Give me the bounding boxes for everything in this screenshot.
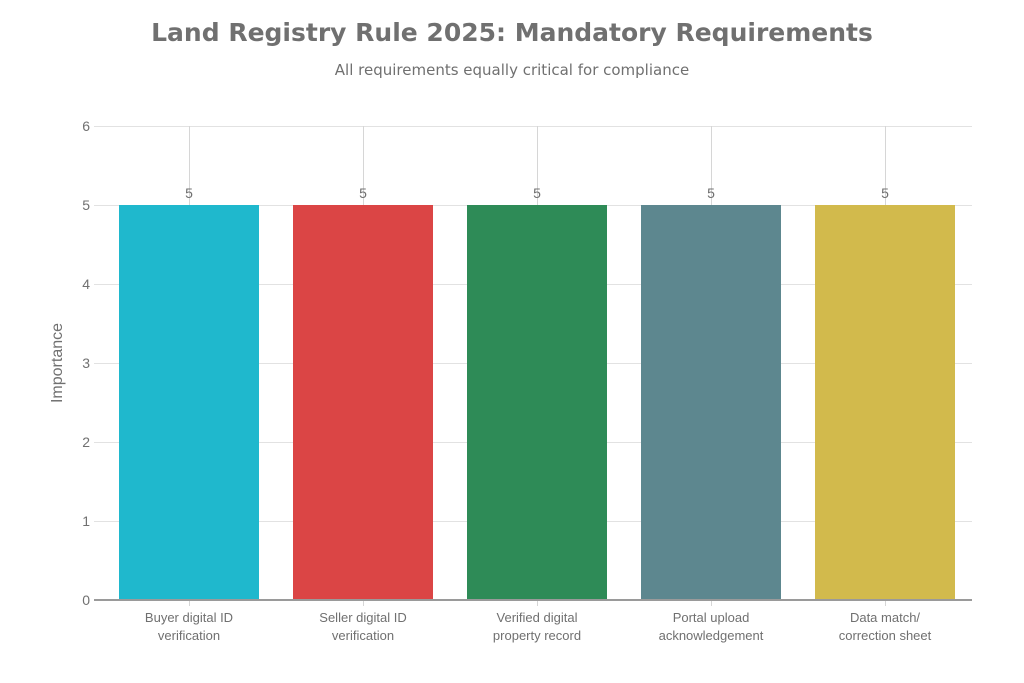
bar-value-label: 5	[881, 185, 889, 201]
x-tick-line: Portal upload	[672, 610, 750, 625]
bar-4[interactable]	[641, 205, 781, 600]
y-tick-label: 0	[82, 592, 90, 608]
x-tick-label: Verified digital property record	[452, 609, 622, 645]
y-gridline	[94, 126, 972, 127]
y-tick-label: 4	[82, 276, 90, 292]
bar-value-label: 5	[533, 185, 541, 201]
x-tick-line: acknowledgement	[658, 628, 764, 643]
x-tick-label: Portal upload acknowledgement	[626, 609, 796, 645]
x-tick-label: Data match/correction sheet	[800, 609, 970, 645]
x-tick-line: Seller digital ID	[319, 610, 407, 625]
x-tick-label: Buyer digital ID verification	[104, 609, 274, 645]
bar-5[interactable]	[815, 205, 955, 600]
bar-value-label: 5	[707, 185, 715, 201]
x-tick-line: property record	[492, 628, 582, 643]
y-tick-label: 3	[82, 355, 90, 371]
y-tick-label: 5	[82, 197, 90, 213]
bar-3[interactable]	[467, 205, 607, 600]
chart-title: Land Registry Rule 2025: Mandatory Requi…	[151, 18, 873, 47]
x-tick-line: correction sheet	[838, 628, 932, 643]
x-tick-line: Verified digital	[496, 610, 578, 625]
y-tick-label: 1	[82, 513, 90, 529]
y-tick-label: 2	[82, 434, 90, 450]
bar-value-label: 5	[359, 185, 367, 201]
x-tick-label: Seller digital ID verification	[278, 609, 448, 645]
x-axis-line	[94, 599, 972, 601]
x-tick-line: verification	[157, 628, 221, 643]
x-tick-line: verification	[331, 628, 395, 643]
bar-1[interactable]	[119, 205, 259, 600]
x-tick-line: Buyer digital ID	[144, 610, 234, 625]
x-tick-line: Data match/	[849, 610, 921, 625]
bar-2[interactable]	[293, 205, 433, 600]
y-tick-label: 6	[82, 118, 90, 134]
bar-value-label: 5	[185, 185, 193, 201]
chart-subtitle: All requirements equally critical for co…	[334, 61, 690, 79]
